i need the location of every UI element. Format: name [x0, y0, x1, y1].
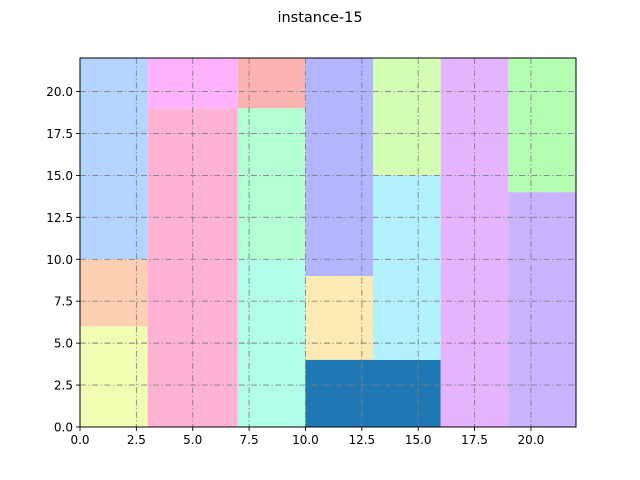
y-tick-label: 5.0 — [54, 337, 73, 351]
x-tick-label: 2.5 — [127, 433, 146, 447]
ticks-layer: 0.0 2.5 5.0 7.5 10.0 12.5 15.0 17.5 20.0 0.0 2.5 5.… — [46, 85, 544, 447]
chart-title: instance-15 — [277, 10, 362, 26]
y-tick-label: 2.5 — [54, 379, 73, 393]
axes-layer — [79, 57, 577, 428]
axes-frame — [79, 57, 577, 428]
packed-rectangle-3 — [80, 326, 148, 427]
x-tick-label: 0.0 — [70, 433, 89, 447]
packed-rectangle-7 — [237, 108, 306, 260]
packed-rectangle-12 — [373, 58, 441, 176]
packed-rectangle-1 — [80, 58, 148, 260]
rectangles-layer — [80, 58, 576, 428]
packed-rectangle-6 — [237, 58, 306, 109]
y-tick-label: 17.5 — [46, 127, 73, 141]
x-tick-label: 17.5 — [461, 433, 488, 447]
y-tick-label: 0.0 — [54, 421, 73, 435]
y-tick-label: 15.0 — [46, 169, 73, 183]
y-tick-label: 10.0 — [46, 253, 73, 267]
packed-rectangle-10 — [305, 276, 374, 360]
packed-rectangle-16 — [508, 192, 576, 427]
x-tick-label: 5.0 — [183, 433, 202, 447]
packed-rectangle-11 — [305, 359, 441, 427]
x-tick-label: 20.0 — [518, 433, 545, 447]
y-tick-label: 12.5 — [46, 211, 73, 225]
x-tick-label: 12.5 — [348, 433, 375, 447]
y-tick-label: 20.0 — [46, 85, 73, 99]
x-tick-label: 15.0 — [405, 433, 432, 447]
packed-rectangle-15 — [508, 58, 576, 193]
x-tick-label: 10.0 — [292, 433, 319, 447]
x-tick-label: 7.5 — [240, 433, 259, 447]
packed-rectangle-13 — [373, 175, 441, 360]
packed-rectangle-2 — [80, 259, 148, 327]
packed-rectangle-9 — [305, 58, 374, 277]
y-tick-label: 7.5 — [54, 295, 73, 309]
